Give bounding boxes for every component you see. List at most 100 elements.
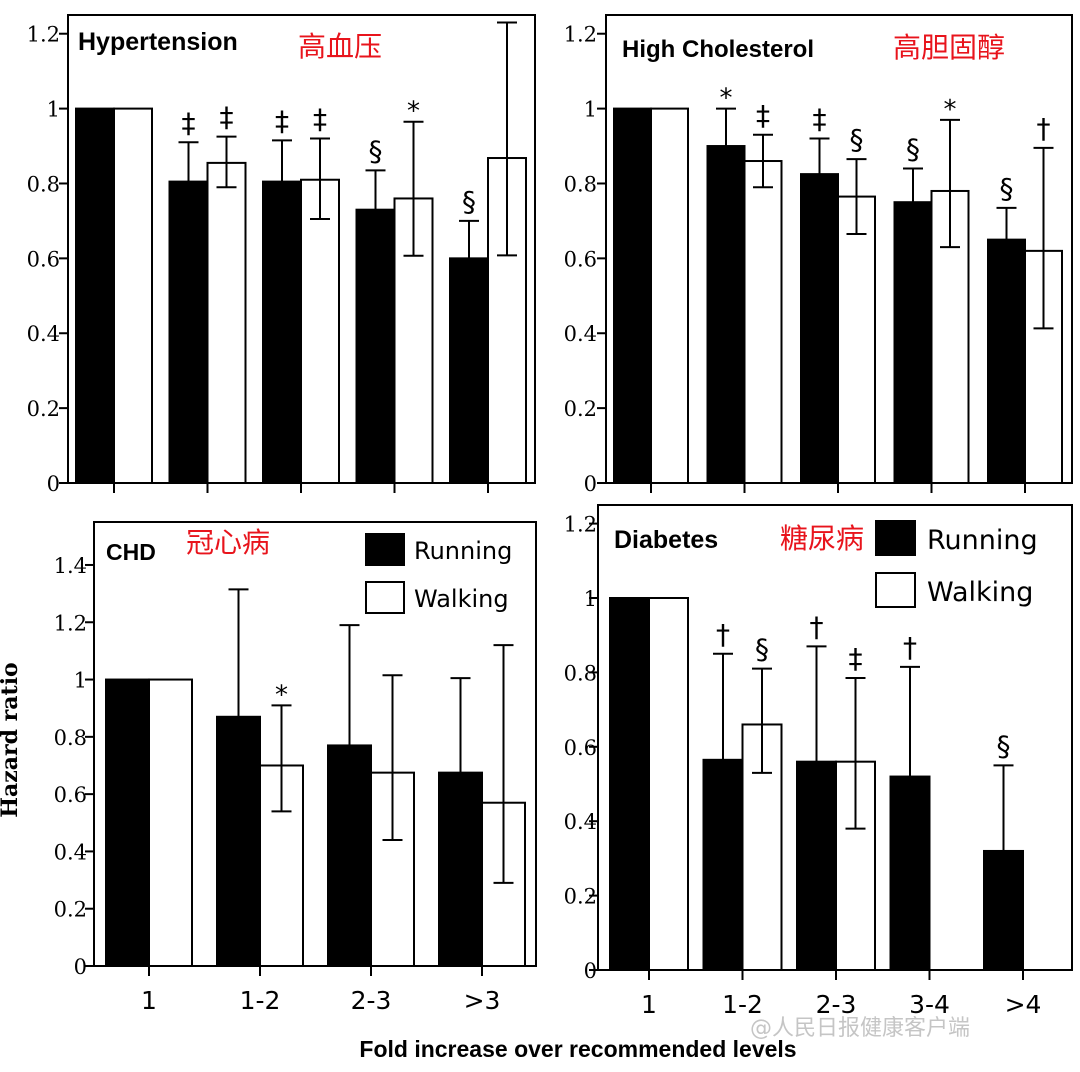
- chart-title-cn: 高血压: [298, 30, 382, 63]
- chart-title: Diabetes: [614, 526, 718, 554]
- significance-mark: †: [810, 610, 824, 643]
- walking-bar: [148, 678, 193, 967]
- running-bar: [706, 145, 746, 484]
- chart-title: Hypertension: [78, 28, 238, 56]
- y-tick-label: 0: [584, 472, 597, 496]
- x-tick-label: 1: [641, 990, 657, 1019]
- running-bar: [889, 775, 931, 971]
- y-tick-label: 0: [74, 955, 87, 979]
- y-tick-label: 0.6: [564, 736, 597, 760]
- running-bar: [613, 107, 652, 484]
- y-tick-label: 1.4: [54, 554, 87, 578]
- x-tick-label: 1: [141, 986, 157, 1015]
- legend-swatch-walking: [365, 581, 405, 614]
- y-tick-label: 1: [584, 587, 597, 611]
- walking-bar: [837, 195, 876, 484]
- chart-title-cn: 高胆固醇: [893, 31, 1005, 64]
- significance-mark: §: [462, 185, 476, 218]
- y-tick-label: 1: [47, 98, 60, 122]
- chart-panel-3: 0 0.2 0.4 0.6 0.8 1 1.2 1.4 1 1-2 2-3 >3 * CHD 冠心病 Runn…: [54, 521, 537, 1015]
- y-tick-label: 1.2: [54, 611, 87, 635]
- y-tick-label: 0.2: [54, 898, 87, 922]
- walking-bar: [300, 178, 340, 484]
- running-bar: [609, 597, 650, 971]
- legend-label-running: Running: [927, 525, 1038, 556]
- significance-mark: *: [720, 84, 733, 114]
- significance-mark: ‡: [275, 104, 289, 137]
- x-tick-label: 1-2: [240, 986, 281, 1015]
- significance-mark: †: [1037, 112, 1051, 145]
- significance-mark: ‡: [813, 103, 827, 136]
- significance-mark: *: [407, 97, 420, 127]
- x-tick-label: 2-3: [351, 986, 392, 1015]
- chart-title: High Cholesterol: [622, 36, 814, 63]
- chart-panel-4: 0 0.2 0.4 0.6 0.8 1 1.2 1 1-2 2-3 3-4 >4 † † † § § ‡ Diabe…: [564, 504, 1073, 1019]
- y-tick-label: 0.4: [564, 322, 597, 346]
- plot-frame: [93, 521, 537, 967]
- chart-title-cn: 糖尿病: [780, 522, 864, 555]
- x-axis-label: Fold increase over recommended levels: [359, 1036, 797, 1062]
- y-tick-label: 0.8: [27, 172, 60, 196]
- running-bar: [800, 173, 839, 484]
- significance-mark: §: [755, 633, 769, 666]
- y-tick-label: 0.8: [54, 726, 87, 750]
- significance-mark: §: [997, 729, 1011, 762]
- running-bar: [262, 180, 302, 484]
- significance-mark: ‡: [182, 106, 196, 139]
- y-tick-label: 0.6: [564, 247, 597, 271]
- chart-title: CHD: [106, 539, 156, 565]
- legend-swatch-running: [365, 533, 405, 566]
- legend-swatch-walking: [875, 572, 916, 608]
- running-bar: [216, 715, 261, 968]
- y-tick-label: 1: [74, 669, 87, 693]
- chart-panel-2: 0 0.2 0.4 0.6 0.8 1 1.2 * ‡ § § ‡ § * † High Cholestero…: [564, 14, 1073, 496]
- y-tick-label: 0.6: [54, 783, 87, 807]
- y-tick-label: 0.2: [27, 397, 60, 421]
- y-tick-label: 0.4: [54, 840, 87, 864]
- x-tick-label: >4: [1005, 990, 1042, 1019]
- running-bar: [983, 849, 1024, 972]
- legend-swatch-running: [875, 520, 916, 556]
- significance-mark: *: [275, 680, 288, 710]
- significance-mark: *: [944, 95, 957, 125]
- y-tick-label: 1.2: [27, 23, 60, 47]
- running-bar: [355, 208, 396, 485]
- x-tick-label: 1-2: [722, 990, 763, 1019]
- walking-bar: [743, 160, 783, 485]
- y-tick-label: 0.4: [564, 810, 597, 834]
- y-tick-label: 1: [584, 98, 597, 122]
- running-bar: [168, 180, 209, 484]
- significance-mark: ‡: [756, 99, 770, 132]
- y-axis-label: Hazard ratio: [0, 662, 23, 818]
- significance-mark: §: [1000, 172, 1014, 205]
- legend: Running Walking: [875, 520, 1038, 608]
- x-tick-label: >3: [464, 986, 501, 1015]
- walking-bar: [113, 107, 153, 484]
- walking-bar: [648, 597, 689, 971]
- legend-label-running: Running: [414, 537, 512, 565]
- walking-bar: [206, 161, 247, 484]
- running-bar: [105, 678, 150, 967]
- watermark: @人民日报健康客户端: [750, 1016, 971, 1041]
- running-bar: [893, 201, 933, 484]
- legend-label-walking: Walking: [927, 577, 1033, 608]
- y-tick-label: 0.6: [27, 247, 60, 271]
- running-bar: [987, 238, 1026, 484]
- y-tick-label: 1.2: [564, 513, 597, 537]
- x-tick-label: 2-3: [816, 990, 857, 1019]
- running-bar: [449, 257, 489, 484]
- walking-bar: [650, 107, 689, 484]
- y-tick-label: 0.2: [564, 885, 597, 909]
- significance-mark: †: [903, 631, 917, 664]
- y-tick-label: 0.8: [564, 172, 597, 196]
- y-tick-label: 1.2: [564, 23, 597, 47]
- significance-mark: §: [906, 133, 920, 166]
- significance-mark: ‡: [849, 642, 863, 675]
- running-bar: [438, 771, 483, 967]
- significance-mark: ‡: [220, 101, 234, 134]
- running-bar: [796, 760, 837, 971]
- significance-mark: ‡: [313, 103, 327, 136]
- y-tick-label: 0.8: [564, 661, 597, 685]
- y-tick-label: 0.2: [564, 397, 597, 421]
